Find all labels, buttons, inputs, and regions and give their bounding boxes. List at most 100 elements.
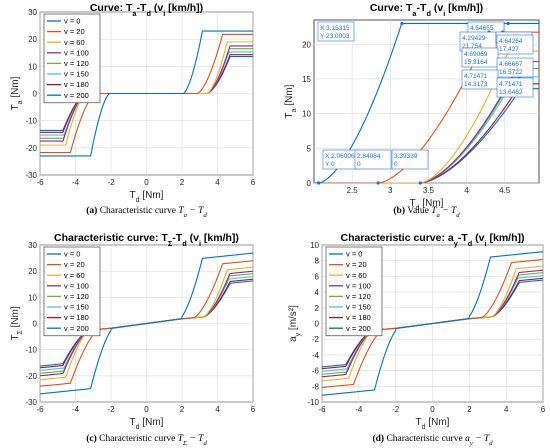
datatip-marker [418, 181, 422, 185]
datatip-marker [316, 181, 321, 185]
y-tick-label: -20 [25, 372, 37, 381]
y-tick-label: 20 [28, 267, 37, 276]
datatip-box [496, 77, 534, 98]
x-tick-label: 2 [467, 405, 472, 414]
chart-title: Curve: Ta-Td (vi [km/h]) [370, 2, 483, 18]
series-line-1 [40, 252, 253, 395]
legend-entry: v = 120 [64, 59, 89, 68]
y-axis-label: Ta [Nm] [10, 76, 24, 110]
legend-entry: v = 180 [346, 313, 371, 322]
datatip-text: 17.427 [499, 46, 519, 53]
legend-entry: v = 180 [64, 313, 89, 322]
datatip-box [496, 57, 534, 78]
x-tick-label: -6 [318, 405, 326, 414]
x-tick-label: 0 [144, 405, 149, 414]
figure-caption: (a) Characteristic curve Ta − Td [86, 205, 207, 219]
legend-entry: v = 20 [64, 260, 85, 269]
x-tick-label: 6 [251, 405, 256, 414]
legend-entry: v = 0 [64, 250, 80, 259]
x-tick-label: 4.5 [499, 186, 511, 195]
y-tick-label: 15 [302, 75, 311, 84]
y-tick-label: -6 [312, 367, 320, 376]
chart-title: Characteristic curve: TΣ-Td (vi [km/h]) [54, 232, 239, 248]
legend-entry: v = 20 [64, 27, 85, 36]
y-tick-label: 0 [307, 179, 312, 188]
figure-caption: (c) Characteristic curve TΣ − Td [86, 433, 207, 447]
series-line-1 [40, 30, 253, 157]
datatip-marker [400, 21, 404, 26]
x-tick-label: 2.5 [347, 186, 359, 195]
datatip-text: 4.71471 [499, 81, 523, 88]
chart-4: -6 -4 -2 0 2 4 6 -10 -8 -6 -4 -2 0 2 4 6 8 10 Characterist… [288, 232, 546, 447]
legend-entry: v = 200 [64, 324, 89, 333]
x-tick-label: 2 [180, 178, 185, 187]
y-tick-label: 2 [315, 304, 320, 313]
y-tick-label: 5 [307, 144, 312, 153]
x-tick-label: -2 [392, 405, 400, 414]
datatip-text: 0 [394, 161, 398, 168]
x-tick-label: 0 [144, 178, 149, 187]
x-tick-label: 2 [180, 405, 185, 414]
datatip-text: 3.39339 [394, 153, 418, 160]
chart-3: -6 -4 -2 0 2 4 6-30-20-100102030Characteristic… [10, 232, 256, 447]
legend-box [43, 246, 101, 337]
legend-entry: v = 20 [346, 260, 367, 269]
x-tick-label: 4 [464, 186, 469, 195]
datatip-text: X 2.06006 [325, 153, 355, 160]
x-tick-label: 4 [215, 178, 220, 187]
datatip-text: 16.5722 [499, 69, 523, 76]
chart-2: 2.5 3 3.5 4 4.5 0 5 10 15 20 Curve: Ta-Td (vi [km/… [284, 2, 540, 219]
y-tick-label: 10 [28, 293, 37, 302]
x-tick-label: 4 [215, 405, 220, 414]
datatip-text: 0 [357, 161, 361, 168]
y-tick-label: -10 [307, 398, 319, 407]
legend-entry: v = 100 [64, 281, 89, 290]
datatip-text: 15.3164 [464, 59, 488, 66]
legend-entry: v = 60 [64, 271, 85, 280]
x-axis-label: Td [Nm] [416, 417, 450, 431]
x-tick-label: -4 [72, 405, 80, 414]
x-tick-label: 3.5 [423, 186, 435, 195]
y-axis-label: TΣ [Nm] [10, 306, 24, 341]
datatip-text: 4.69069 [464, 51, 488, 58]
y-tick-label: -8 [312, 382, 320, 391]
x-tick-label: 6 [251, 178, 256, 187]
legend: v = 0v = 20 v = 60v = 100 v = 120 v = 150v … [43, 13, 101, 104]
datatip-text: 4.64264 [499, 38, 523, 45]
legend-entry: v = 150 [64, 303, 89, 312]
x-tick-label: -4 [355, 405, 363, 414]
legend-entry: v = 100 [64, 48, 89, 57]
y-tick-label: 0 [33, 320, 38, 329]
y-tick-label: 10 [302, 110, 311, 119]
x-tick-label: -6 [36, 178, 44, 187]
y-tick-label: 4 [315, 288, 320, 297]
datatip-text: 4.66667 [499, 61, 523, 68]
y-tick-label: 6 [315, 272, 320, 281]
legend-entry: v = 60 [64, 38, 85, 47]
y-tick-label: 20 [302, 40, 311, 49]
legend-entry: v = 150 [64, 70, 89, 79]
y-axis-label: Ta [Nm] [284, 84, 298, 118]
datatip-text: 14.3173 [464, 81, 488, 88]
legend-entry: v = 200 [346, 324, 371, 333]
legend-entry: v = 0 [64, 17, 80, 26]
x-axis-label: Td [Nm] [130, 417, 164, 431]
datatip-text: 21.754 [462, 43, 482, 50]
legend-entry: v = 120 [64, 292, 89, 301]
legend-entry: v = 180 [64, 80, 89, 89]
datatip-text: Y 23.0003 [320, 33, 350, 40]
y-tick-label: -30 [25, 398, 37, 407]
figure-caption: (b) Value Ta − Td [393, 205, 460, 219]
legend-box [325, 246, 383, 337]
datatip-text: 2.84084 [357, 153, 381, 160]
